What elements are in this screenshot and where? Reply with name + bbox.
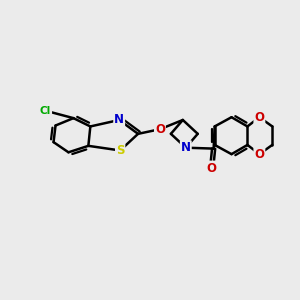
Text: O: O <box>254 111 264 124</box>
Text: Cl: Cl <box>40 106 51 116</box>
Text: O: O <box>254 148 264 161</box>
Text: O: O <box>155 123 165 136</box>
Text: S: S <box>116 144 124 157</box>
Text: O: O <box>207 161 217 175</box>
Text: N: N <box>181 141 191 154</box>
Text: N: N <box>114 113 124 127</box>
